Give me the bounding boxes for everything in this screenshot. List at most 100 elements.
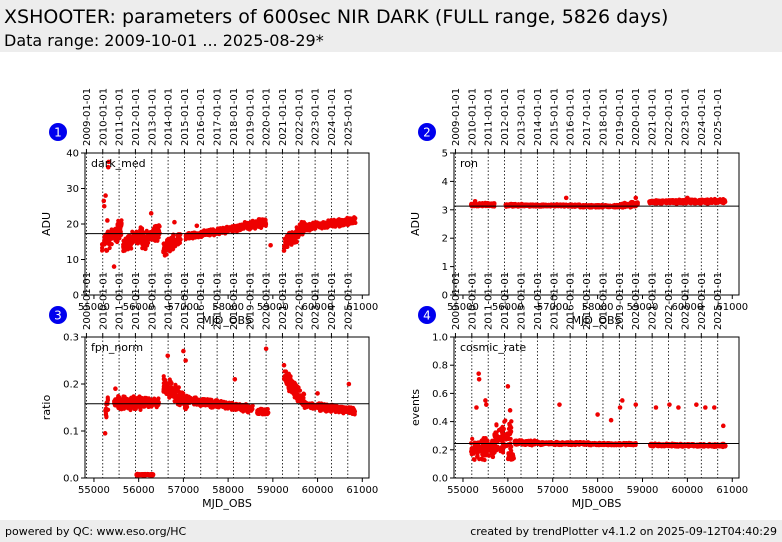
data-point — [115, 397, 120, 402]
x-tick-label: 57000 — [167, 302, 199, 313]
data-point — [490, 454, 495, 459]
x-tick-label: 60000 — [671, 302, 703, 313]
y-tick-label: 0.2 — [63, 380, 79, 391]
y-tick-label: 0 — [73, 291, 79, 302]
data-point — [350, 411, 355, 416]
x-tick-label: 61000 — [346, 302, 378, 313]
date-tick-label: 2016-01-01 — [196, 272, 207, 330]
outlier-point — [102, 431, 108, 436]
outlier-point — [101, 198, 107, 204]
data-point — [250, 223, 256, 228]
date-tick-label: 2011-01-01 — [115, 272, 126, 330]
data-point — [257, 217, 262, 222]
date-tick-label: 2022-01-01 — [294, 272, 305, 330]
data-point — [257, 408, 262, 413]
data-point — [285, 242, 290, 248]
outlier-point — [472, 198, 478, 204]
outlier-point — [232, 377, 238, 382]
x-tick-label: 57000 — [167, 485, 199, 496]
page-subtitle: Data range: 2009-10-01 ... 2025-08-29* — [4, 31, 324, 50]
data-point — [146, 234, 151, 240]
y-tick-label: 0.3 — [63, 333, 79, 344]
data-point — [161, 384, 166, 389]
date-tick-label: 2018-01-01 — [229, 88, 240, 146]
data-point — [133, 406, 138, 412]
y-tick-label: 30 — [66, 184, 79, 195]
data-point — [162, 389, 168, 395]
outlier-point — [111, 264, 117, 269]
data-point — [345, 215, 350, 220]
data-point — [141, 472, 147, 478]
data-point — [164, 252, 169, 257]
data-point — [151, 237, 156, 242]
data-point — [211, 233, 217, 238]
data-point — [308, 226, 314, 231]
y-tick-label: 4 — [442, 177, 448, 188]
date-tick-label: 2021-01-01 — [278, 272, 289, 330]
data-point — [500, 431, 505, 436]
data-point — [172, 394, 177, 400]
data-point — [561, 202, 566, 207]
date-tick-label: 2025-01-01 — [343, 88, 354, 146]
data-point — [482, 457, 487, 463]
data-point — [161, 377, 167, 382]
outlier-point — [183, 358, 188, 363]
data-point — [157, 230, 162, 236]
data-point — [492, 440, 497, 445]
data-point — [329, 223, 334, 228]
data-point — [138, 228, 144, 233]
data-point — [106, 229, 111, 234]
data-point — [292, 230, 297, 235]
y-tick-label: 1 — [442, 262, 448, 273]
data-point — [242, 225, 247, 230]
data-point — [471, 457, 476, 462]
plot-label: fpn_norm — [91, 341, 143, 354]
outlier-point — [105, 164, 111, 170]
x-tick-label: 57000 — [537, 302, 569, 313]
y-tick-label: 20 — [66, 220, 79, 231]
data-point — [105, 395, 110, 400]
data-point — [475, 454, 480, 459]
data-point — [141, 239, 146, 244]
plot-frame — [453, 152, 740, 296]
outlier-point — [143, 246, 148, 252]
x-tick-label: 61000 — [716, 302, 748, 313]
data-point — [471, 451, 476, 456]
plot-number-badge — [418, 123, 436, 141]
date-tick-label: 2025-01-01 — [713, 88, 724, 146]
data-point — [109, 242, 114, 247]
data-point — [266, 410, 271, 415]
x-tick-label: 59000 — [257, 485, 289, 496]
y-tick-label: 10 — [66, 255, 79, 266]
data-point — [179, 397, 184, 403]
data-point — [209, 228, 214, 233]
outlier-point — [105, 218, 110, 223]
data-point — [711, 198, 717, 203]
x-tick-label: 60000 — [302, 302, 334, 313]
data-point — [292, 240, 297, 245]
data-point — [633, 201, 638, 206]
date-tick-label: 2013-01-01 — [147, 88, 158, 146]
x-tick-label: 55000 — [447, 302, 479, 313]
plot-label: dark_med — [91, 157, 146, 170]
date-tick-label: 2012-01-01 — [131, 272, 142, 330]
x-tick-label: 59000 — [627, 302, 659, 313]
data-point — [348, 405, 353, 411]
data-point — [225, 402, 230, 407]
charts-area: 55000 56000 57000 58000 59000 60000 6100001020… — [40, 88, 748, 510]
outlier-point — [194, 223, 200, 229]
y-tick-label: 0 — [442, 291, 448, 302]
y-axis-label: ADU — [40, 212, 53, 236]
date-tick-label: 2024-01-01 — [697, 88, 708, 146]
data-point — [285, 373, 290, 378]
x-tick-label: 58000 — [212, 485, 244, 496]
data-point — [140, 396, 145, 401]
data-point — [312, 222, 317, 227]
data-point — [115, 239, 120, 245]
data-point — [246, 224, 251, 229]
data-point — [699, 200, 704, 205]
plot-number: 2 — [423, 126, 431, 140]
series-fpn_norm — [102, 346, 358, 478]
data-point — [209, 397, 214, 402]
data-point — [679, 200, 684, 205]
